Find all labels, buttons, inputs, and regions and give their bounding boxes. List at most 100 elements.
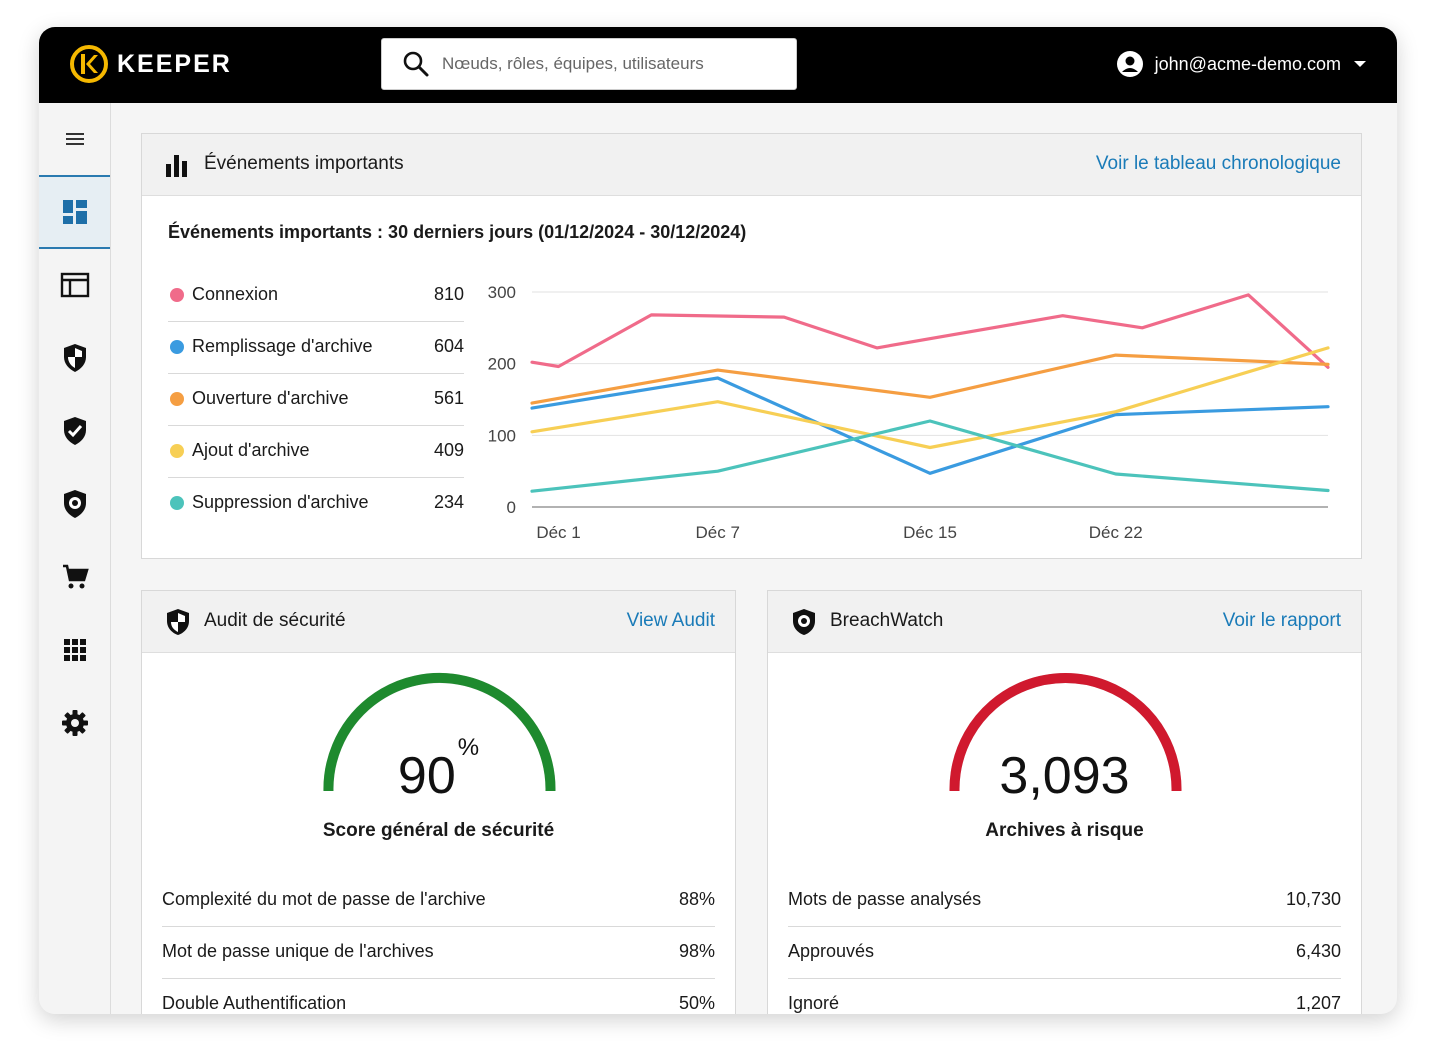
legend-dot bbox=[170, 496, 184, 510]
legend-item: Ouverture d'archive 561 bbox=[168, 374, 464, 426]
search-box[interactable] bbox=[381, 38, 797, 90]
records-at-risk-value: 3,093 bbox=[999, 747, 1130, 805]
sidebar-menu-toggle[interactable] bbox=[39, 103, 110, 175]
chevron-down-icon bbox=[1354, 61, 1366, 67]
brand-name: KEEPER bbox=[117, 49, 232, 78]
security-score-gauge bbox=[323, 672, 556, 791]
legend-value: 810 bbox=[433, 284, 464, 304]
menu-icon bbox=[65, 133, 84, 145]
events-panel: Événements importants Voir le tableau ch… bbox=[141, 133, 1362, 559]
admin-console-icon bbox=[60, 272, 89, 298]
legend-name: Connexion bbox=[192, 284, 279, 304]
cart-icon bbox=[62, 564, 89, 589]
audit-title: Audit de sécurité bbox=[204, 610, 346, 631]
events-panel-header: Événements importants Voir le tableau ch… bbox=[142, 134, 1361, 196]
keeper-logo-icon bbox=[70, 45, 108, 83]
series-line bbox=[530, 376, 1330, 475]
security-score-value: 90% bbox=[142, 734, 735, 806]
search-icon bbox=[403, 51, 429, 77]
series-line bbox=[530, 353, 1330, 405]
legend-dot bbox=[170, 392, 184, 406]
records-at-risk-gauge bbox=[949, 673, 1182, 791]
events-line-chart: 0 100 200 300 Déc 1 Déc 7 Déc 15 Déc 22 bbox=[488, 283, 1330, 542]
stat-name: Mots de passe analysés bbox=[788, 889, 982, 909]
stat-name: Mot de passe unique de l'archives bbox=[162, 941, 434, 961]
sidebar-nav bbox=[39, 103, 111, 1014]
y-tick-label: 0 bbox=[507, 498, 516, 517]
search-input[interactable] bbox=[442, 54, 782, 74]
security-audit-icon bbox=[63, 344, 86, 372]
gauge-fill bbox=[949, 673, 1182, 791]
stat-value: 6,430 bbox=[1295, 941, 1341, 961]
view-report-link[interactable]: Voir le rapport bbox=[1222, 610, 1341, 631]
keeper-logo[interactable]: KEEPER bbox=[69, 44, 232, 84]
legend-name: Ajout d'archive bbox=[192, 440, 310, 460]
app-window: KEEPER john@acme-demo.com bbox=[39, 27, 1397, 1014]
audit-stat-row: Mot de passe unique de l'archives 98% bbox=[162, 927, 715, 979]
series-line bbox=[530, 346, 1330, 450]
sidebar-item-settings[interactable] bbox=[39, 687, 110, 759]
percent-sign: % bbox=[457, 733, 480, 761]
y-tick-label: 300 bbox=[488, 283, 516, 302]
legend-name: Ouverture d'archive bbox=[192, 388, 349, 408]
legend-dot bbox=[170, 340, 184, 354]
user-menu[interactable]: john@acme-demo.com bbox=[1116, 49, 1367, 79]
stat-value: 88% bbox=[678, 889, 715, 909]
breachwatch-panel: BreachWatch Voir le rapport 3,093 Archiv… bbox=[767, 590, 1362, 1014]
legend-dot bbox=[170, 288, 184, 302]
legend-item: Suppression d'archive 234 bbox=[168, 478, 464, 530]
stat-value: 98% bbox=[678, 941, 715, 961]
events-subtitle: Événements importants : 30 derniers jour… bbox=[168, 222, 747, 242]
security-score-label: Score général de sécurité bbox=[322, 820, 555, 841]
timeline-link[interactable]: Voir le tableau chronologique bbox=[1095, 153, 1341, 174]
series-line bbox=[530, 293, 1330, 369]
sidebar-item-apps[interactable] bbox=[39, 614, 110, 686]
settings-gear-icon bbox=[61, 710, 88, 736]
gauge-fill bbox=[323, 672, 556, 791]
top-bar: KEEPER john@acme-demo.com bbox=[39, 27, 1397, 103]
stat-name: Approuvés bbox=[788, 941, 875, 961]
x-tick-label: Déc 22 bbox=[1089, 523, 1143, 542]
breachwatch-title: BreachWatch bbox=[830, 610, 944, 631]
bar-chart-icon bbox=[166, 155, 187, 177]
legend-item: Connexion 810 bbox=[168, 270, 464, 322]
sidebar-item-admin[interactable] bbox=[39, 249, 110, 321]
sidebar-item-breachwatch[interactable] bbox=[39, 468, 110, 540]
stat-name: Double Authentification bbox=[162, 993, 347, 1013]
breachwatch-stat-row: Ignoré 1,207 bbox=[788, 979, 1341, 1014]
events-title: Événements importants bbox=[204, 153, 404, 174]
audit-stat-row: Complexité du mot de passe de l'archive … bbox=[162, 875, 715, 927]
x-tick-label: Déc 15 bbox=[903, 523, 957, 542]
records-at-risk-label: Archives à risque bbox=[985, 820, 1144, 841]
dashboard-icon bbox=[62, 200, 87, 224]
breachwatch-icon bbox=[63, 490, 86, 518]
legend-dot bbox=[170, 444, 184, 458]
legend-name: Remplissage d'archive bbox=[192, 336, 373, 356]
legend-value: 234 bbox=[433, 492, 464, 512]
breachwatch-panel-header: BreachWatch Voir le rapport bbox=[768, 591, 1361, 653]
sidebar-item-dashboard[interactable] bbox=[39, 175, 110, 249]
security-audit-panel: Audit de sécurité View Audit 90% Score g… bbox=[141, 590, 736, 1014]
y-tick-label: 200 bbox=[488, 355, 516, 374]
y-tick-label: 100 bbox=[488, 426, 516, 445]
legend-name: Suppression d'archive bbox=[192, 492, 369, 512]
legend-item: Remplissage d'archive 604 bbox=[168, 322, 464, 374]
sidebar-item-security-audit[interactable] bbox=[39, 322, 110, 394]
stat-name: Complexité du mot de passe de l'archive bbox=[162, 889, 486, 909]
breachwatch-stat-row: Approuvés 6,430 bbox=[788, 927, 1341, 979]
stat-name: Ignoré bbox=[788, 993, 840, 1013]
user-avatar-icon bbox=[1116, 51, 1143, 77]
legend-item: Ajout d'archive 409 bbox=[168, 426, 464, 478]
series-line bbox=[530, 419, 1330, 493]
sidebar-item-store[interactable] bbox=[39, 541, 110, 613]
stat-value: 50% bbox=[678, 993, 715, 1013]
stat-value: 1,207 bbox=[1295, 993, 1341, 1013]
audit-panel-header: Audit de sécurité View Audit bbox=[142, 591, 735, 653]
legend-value: 409 bbox=[433, 440, 464, 460]
view-audit-link[interactable]: View Audit bbox=[626, 610, 715, 631]
stat-value: 10,730 bbox=[1285, 889, 1341, 909]
security-score-number: 90 bbox=[397, 747, 456, 805]
compliance-check-icon bbox=[63, 417, 86, 445]
sidebar-item-compliance[interactable] bbox=[39, 395, 110, 467]
breachwatch-icon bbox=[793, 609, 815, 635]
